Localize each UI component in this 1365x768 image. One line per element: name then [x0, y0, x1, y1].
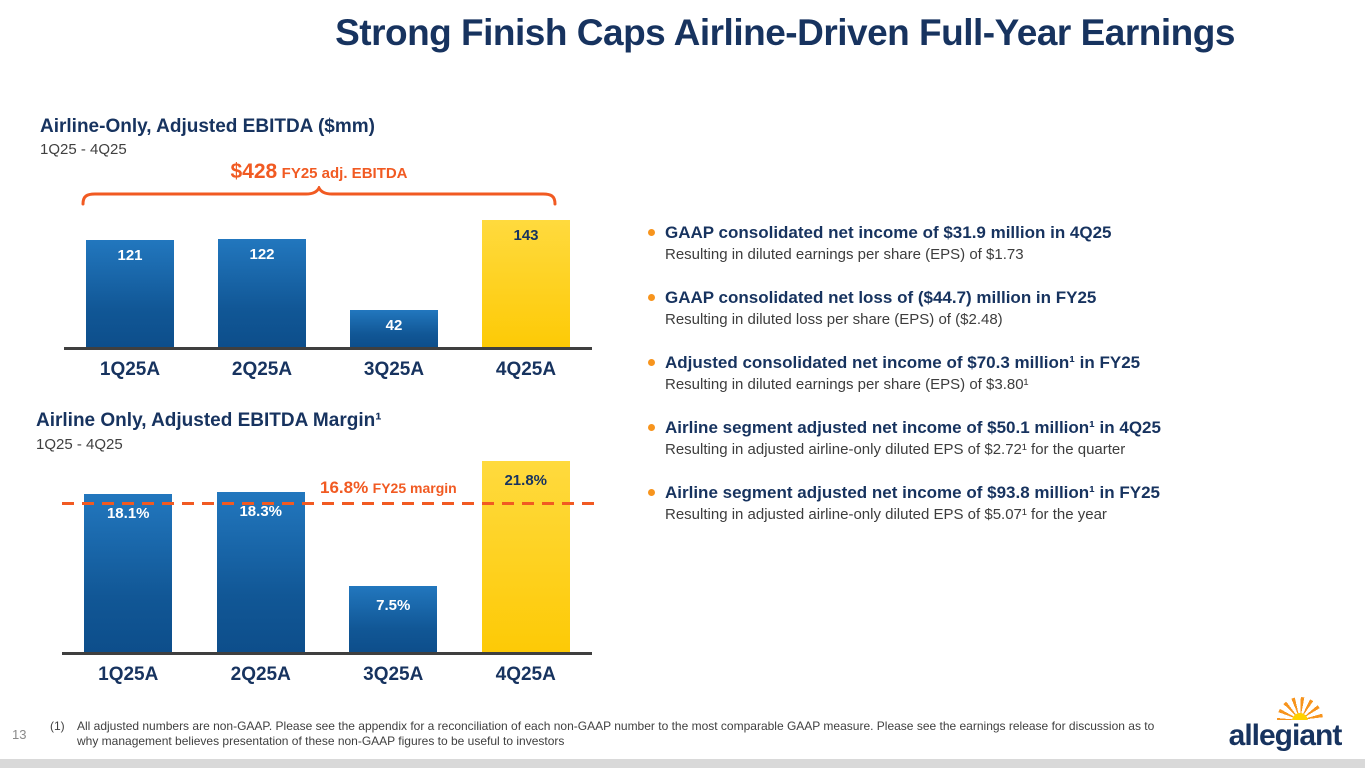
bottom-strip	[0, 759, 1365, 768]
bar-column: 122	[196, 205, 328, 347]
x-tick-label: 1Q25A	[98, 664, 159, 685]
footnote-text: All adjusted numbers are non-GAAP. Pleas…	[77, 719, 1155, 748]
fy25-margin-reference-line	[62, 502, 600, 505]
fy25-ebitda-value: $428	[230, 160, 278, 183]
fy25-margin-annotation: 16.8% FY25 margin	[320, 478, 457, 498]
list-item: GAAP consolidated net income of $31.9 mi…	[648, 222, 1338, 265]
ebitda-chart-title: Airline-Only, Adjusted EBITDA ($mm)	[40, 116, 375, 137]
sunburst-icon	[1277, 697, 1323, 720]
bullet-sub-text: Resulting in diluted earnings per share …	[665, 376, 1029, 394]
bullet-icon	[648, 359, 655, 366]
bullet-main-text: Airline segment adjusted net income of $…	[665, 418, 1161, 437]
bullet-main-text: Adjusted consolidated net income of $70.…	[665, 353, 1141, 372]
fy25-margin-value: 16.8%	[320, 478, 369, 497]
bar-3q25a: 42	[350, 310, 438, 347]
footnote: (1) All adjusted numbers are non-GAAP. P…	[50, 719, 1160, 749]
allegiant-logo: allegiant	[1215, 697, 1355, 757]
bullet-main-text: Airline segment adjusted net income of $…	[665, 483, 1161, 502]
bar-column: 121	[64, 205, 196, 347]
x-tick-label: 3Q25A	[363, 664, 424, 685]
list-item: Airline segment adjusted net income of $…	[648, 417, 1338, 460]
bar-value-label: 18.1%	[106, 505, 150, 522]
bar-value-label: 21.8%	[504, 472, 548, 489]
bar-value-label: 122	[249, 246, 275, 263]
x-tick-label: 4Q25A	[495, 359, 557, 380]
bullet-sub-text: Resulting in diluted loss per share (EPS…	[665, 311, 1003, 329]
bar-2q25a-margin: 18.3%	[216, 492, 305, 652]
bullet-icon	[648, 424, 655, 431]
bar-value-label: 121	[117, 247, 143, 264]
bar-4q25a: 143	[482, 220, 570, 347]
bullet-main: Airline segment adjusted net income of $…	[648, 417, 1338, 438]
bar-column: 18.3%	[195, 455, 328, 652]
bar-column: 18.1%	[62, 455, 195, 652]
bullet-icon	[648, 294, 655, 301]
bar-column: 21.8%	[460, 455, 593, 652]
bar-1q25a: 121	[86, 240, 174, 347]
bullet-icon	[648, 229, 655, 236]
x-tick-label: 2Q25A	[230, 664, 291, 685]
bullet-main: Adjusted consolidated net income of $70.…	[648, 352, 1338, 373]
ebitda-bar-chart: 121 122 42 143	[64, 205, 592, 350]
list-item: GAAP consolidated net loss of ($44.7) mi…	[648, 287, 1338, 330]
bullet-main-text: GAAP consolidated net income of $31.9 mi…	[665, 223, 1112, 242]
margin-x-axis: 1Q25A 2Q25A 3Q25A 4Q25A	[62, 664, 592, 686]
bar-1q25a-margin: 18.1%	[84, 494, 173, 652]
bullet-icon	[648, 489, 655, 496]
margin-chart-subtitle: 1Q25 - 4Q25	[36, 436, 123, 453]
bar-2q25a: 122	[218, 239, 306, 347]
bullet-sub-text: Resulting in diluted earnings per share …	[665, 246, 1024, 264]
highlights-list: GAAP consolidated net income of $31.9 mi…	[648, 222, 1338, 547]
fy25-margin-label: FY25 margin	[372, 480, 457, 496]
fy25-ebitda-label: FY25 adj. EBITDA	[281, 165, 408, 182]
slide-title: Strong Finish Caps Airline-Driven Full-Y…	[335, 12, 1235, 53]
brace-icon	[81, 186, 557, 206]
bar-value-label: 7.5%	[376, 597, 411, 614]
fy25-ebitda-annotation: $428 FY25 adj. EBITDA	[80, 160, 558, 184]
bar-value-label: 18.3%	[239, 503, 283, 520]
bar-3q25a-margin: 7.5%	[349, 586, 438, 652]
x-tick-label: 2Q25A	[231, 359, 293, 380]
ebitda-x-axis: 1Q25A 2Q25A 3Q25A 4Q25A	[64, 359, 592, 381]
bullet-sub-text: Resulting in adjusted airline-only dilut…	[665, 506, 1107, 524]
list-item: Airline segment adjusted net income of $…	[648, 482, 1338, 525]
bullet-main: GAAP consolidated net income of $31.9 mi…	[648, 222, 1338, 243]
bar-column: 143	[460, 205, 592, 347]
bar-4q25a-margin: 21.8%	[481, 461, 570, 652]
ebitda-chart-subtitle: 1Q25 - 4Q25	[40, 141, 127, 158]
bar-column: 42	[328, 205, 460, 347]
logo-wordmark: allegiant	[1228, 719, 1343, 752]
margin-chart-title: Airline Only, Adjusted EBITDA Margin¹	[36, 410, 382, 431]
bar-value-label: 42	[385, 317, 403, 334]
margin-bar-chart: 16.8% FY25 margin 18.1% 18.3% 7.5% 21.8%	[62, 455, 600, 655]
bar-column: 7.5%	[327, 455, 460, 652]
list-item: Adjusted consolidated net income of $70.…	[648, 352, 1338, 395]
bullet-main-text: GAAP consolidated net loss of ($44.7) mi…	[665, 288, 1097, 307]
x-tick-label: 1Q25A	[99, 359, 161, 380]
page-number: 13	[12, 727, 27, 742]
footnote-marker: (1)	[50, 719, 65, 733]
bullet-main: Airline segment adjusted net income of $…	[648, 482, 1338, 503]
bullet-main: GAAP consolidated net loss of ($44.7) mi…	[648, 287, 1338, 308]
x-tick-label: 3Q25A	[363, 359, 425, 380]
bullet-sub-text: Resulting in adjusted airline-only dilut…	[665, 441, 1126, 459]
bar-value-label: 143	[513, 227, 539, 244]
x-tick-label: 4Q25A	[495, 664, 556, 685]
